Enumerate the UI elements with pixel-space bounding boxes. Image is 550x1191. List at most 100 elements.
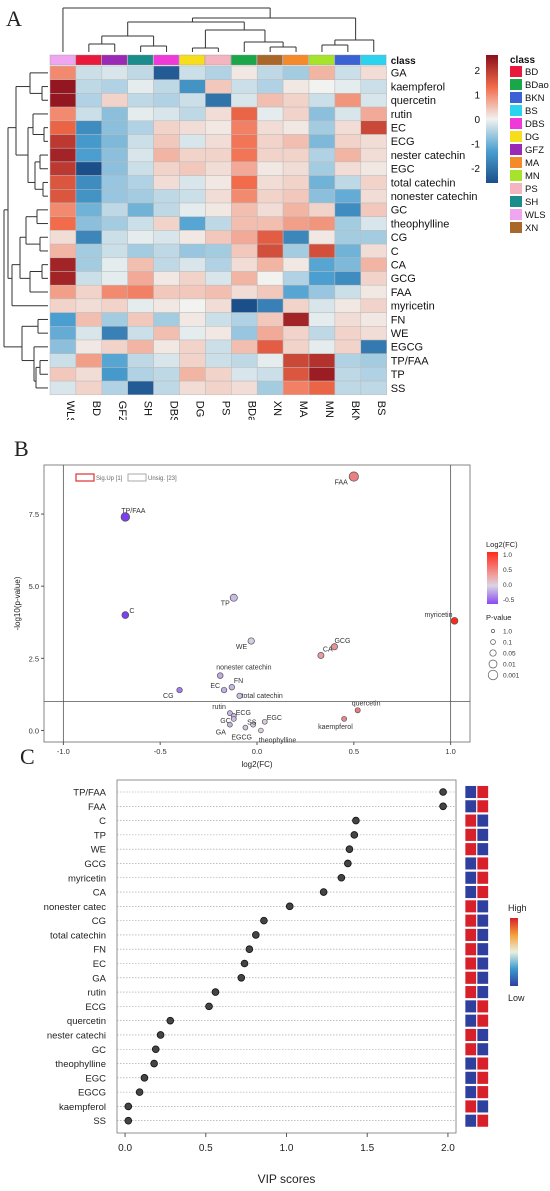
- heatmap-cell: [153, 202, 180, 217]
- class-legend-label: MN: [525, 171, 540, 182]
- heatmap-cell: [256, 257, 284, 272]
- row-label: ECG: [391, 136, 415, 148]
- heatmap-cell: [334, 312, 362, 327]
- heatmap-cell: [205, 106, 232, 122]
- heatmap-cell: [153, 216, 180, 231]
- y-tick-label: 7.5: [29, 510, 39, 519]
- heatmap-cell: [334, 367, 362, 382]
- class-legend-label: SH: [525, 197, 538, 208]
- group-cell-l1: [464, 1071, 477, 1085]
- heatmap-cell: [256, 120, 284, 135]
- heatmap-cell: [153, 257, 180, 272]
- heatmap-cell: [153, 147, 180, 163]
- heatmap-cell: [75, 353, 103, 368]
- panel-label-a: A: [6, 6, 22, 31]
- vip-point: [205, 1002, 213, 1011]
- panel-label-c: C: [20, 744, 35, 769]
- point-label: ECG: [236, 710, 251, 717]
- heatmap-cell: [101, 65, 128, 80]
- point-label: GC: [220, 718, 231, 725]
- vip-point: [156, 1031, 165, 1039]
- group-cell-l2: [476, 799, 489, 814]
- heatmap-cell: [153, 353, 180, 368]
- point-label: CA: [323, 646, 333, 653]
- point-label: FN: [234, 678, 243, 685]
- class-annotation-cell: [101, 54, 128, 66]
- category-label: nester catechi: [47, 1030, 106, 1041]
- heatmap-cell: [256, 367, 284, 382]
- heatmap-cell: [231, 353, 258, 368]
- panel-label-b: B: [14, 436, 29, 461]
- heatmap-cell: [153, 284, 180, 300]
- heatmap-cell: [49, 230, 77, 245]
- heatmap-cell: [153, 79, 180, 94]
- vip-point: [211, 988, 220, 996]
- group-cell-l1: [464, 785, 477, 799]
- group-cell-l1: [464, 1056, 477, 1071]
- column-label: MN: [323, 401, 335, 418]
- vip-point: [140, 1074, 149, 1082]
- plot-frame: [43, 464, 471, 743]
- category-label: nonester catec: [44, 902, 107, 913]
- heatmap-cell: [75, 93, 103, 108]
- heatmap-cell: [101, 93, 128, 108]
- vip-point: [124, 1116, 133, 1125]
- heatmap-cell: [75, 147, 103, 163]
- category-label: EC: [93, 959, 106, 970]
- group-cell-l1: [464, 999, 477, 1014]
- category-label: SS: [93, 1116, 106, 1127]
- category-label: CA: [93, 888, 107, 899]
- x-tick-label: 2.0: [441, 1143, 455, 1154]
- heatmap-cell: [256, 147, 284, 163]
- heatmap-cell: [205, 93, 232, 108]
- heatmap-cell: [360, 134, 387, 149]
- heatmap-cell: [282, 120, 310, 135]
- group-cell-l1: [464, 828, 477, 842]
- y-tick-label: 5.0: [29, 582, 39, 591]
- heatmap-cell: [231, 367, 258, 382]
- heatmap-cell: [256, 175, 284, 190]
- color-scale-tick: -2: [471, 164, 480, 175]
- heatmap-cell: [179, 202, 206, 217]
- heatmap-cell: [231, 230, 258, 245]
- size-legend-circle: [489, 649, 497, 657]
- heatmap-cell: [205, 189, 232, 204]
- class-legend-swatch: [510, 222, 522, 233]
- x-tick-label: -1.0: [57, 747, 70, 756]
- heatmap-cell: [127, 79, 154, 94]
- heatmap-cell: [360, 120, 387, 135]
- size-legend-tick: 0.1: [503, 640, 512, 647]
- group-cell-l2: [476, 999, 489, 1014]
- row-label: GCG: [391, 273, 416, 285]
- group-cell-l1: [464, 899, 477, 914]
- row-label: C: [391, 246, 399, 258]
- column-label: GFZ: [116, 401, 128, 420]
- heatmap-cell: [282, 106, 310, 122]
- group-cell-l2: [476, 813, 489, 828]
- volcano-plot: -1.0 -0.5 0.0 0.5 1.0 0.0 2.5 5.0 7.5 log2(FC) -lo…: [13, 464, 520, 769]
- size-legend-tick: 0.001: [503, 673, 520, 680]
- heatmap-cell: [334, 134, 362, 149]
- heatmap-cell: [308, 147, 336, 163]
- volcano-point: [220, 686, 228, 694]
- class-legend-label: BS: [525, 106, 538, 117]
- row-label: myricetin: [391, 301, 435, 313]
- heatmap-cell: [101, 284, 128, 300]
- group-cell-l2: [476, 913, 489, 928]
- group-cell-l2: [476, 870, 489, 885]
- vip-point: [350, 831, 359, 839]
- row-label: nester catechin: [391, 150, 466, 162]
- heatmap-cell: [360, 312, 387, 327]
- heatmap-cell: [205, 312, 232, 327]
- x-tick-label: 0.5: [349, 747, 359, 756]
- heatmap-cell: [179, 65, 206, 80]
- point-label: TP: [221, 601, 230, 608]
- heatmap-cell: [282, 353, 310, 368]
- sig-up-legend-label: Sig.Up [1]: [96, 476, 123, 482]
- heatmap-cell: [334, 161, 362, 176]
- heatmap-cell: [153, 339, 180, 354]
- row-label: total catechin: [391, 177, 456, 189]
- heatmap-cell: [75, 367, 103, 382]
- point-label: TP/FAA: [121, 508, 145, 515]
- heatmap-cell: [153, 65, 180, 80]
